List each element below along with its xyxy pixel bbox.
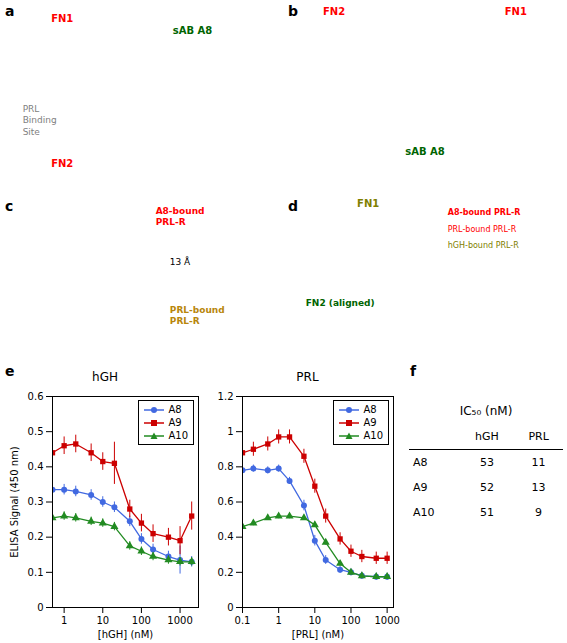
html-text:b: b <box>288 3 298 19</box>
html-text:A9: A9 <box>413 481 428 494</box>
html-text:A9: A9 <box>168 417 182 428</box>
html-text:hGH-bound PRL-R: hGH-bound PRL-R <box>447 241 519 251</box>
svg-text:0: 0 <box>37 602 43 613</box>
svg-text:0.5: 0.5 <box>28 426 44 437</box>
html-text:FN2: FN2 <box>323 5 346 17</box>
html-text:FN2: FN2 <box>51 157 74 169</box>
html-text:13: 13 <box>531 481 546 494</box>
svg-text:0.2: 0.2 <box>218 567 234 578</box>
svg-text:0.4: 0.4 <box>28 461 44 472</box>
svg-text:100: 100 <box>341 615 360 626</box>
html-text:51: 51 <box>480 506 494 519</box>
html-text:PRL-bound PRL-R: PRL-bound PRL-R <box>169 304 225 326</box>
html-text:A8-bound PRL-R: A8-bound PRL-R <box>447 208 521 218</box>
html-text:11: 11 <box>531 456 546 469</box>
html-text:FN2 (aligned): FN2 (aligned) <box>305 298 375 309</box>
svg-text:0.6: 0.6 <box>28 391 44 402</box>
html-text:9: 9 <box>535 506 543 519</box>
svg-text:1000: 1000 <box>374 615 399 626</box>
svg-text:1: 1 <box>275 615 281 626</box>
html-text:f: f <box>410 363 417 379</box>
html-text:A8-bound PRL-R: A8-bound PRL-R <box>155 205 205 227</box>
html-text:d: d <box>288 198 298 214</box>
svg-text:0.6: 0.6 <box>218 496 234 507</box>
svg-text:0.3: 0.3 <box>28 496 44 507</box>
html-text:A8: A8 <box>168 404 182 415</box>
html-text:PRL-bound PRL-R: PRL-bound PRL-R <box>447 224 517 234</box>
html-text:e: e <box>5 363 15 379</box>
svg-text:1: 1 <box>227 426 233 437</box>
html-text:FN1: FN1 <box>504 5 527 17</box>
html-text:hGH: hGH <box>92 370 118 384</box>
html-text:A8: A8 <box>363 404 377 415</box>
html-text:c: c <box>5 198 14 214</box>
html-text:sAB A8: sAB A8 <box>405 146 445 157</box>
html-text:A10: A10 <box>363 430 383 441</box>
html-text:FN1: FN1 <box>51 13 74 25</box>
html-text:PRL: PRL <box>296 370 319 384</box>
svg-text:[PRL] (nM): [PRL] (nM) <box>292 629 344 640</box>
svg-text:0.1: 0.1 <box>28 567 44 578</box>
svg-text:0.8: 0.8 <box>218 461 234 472</box>
html-text:A8: A8 <box>413 456 428 469</box>
html-text:52: 52 <box>480 481 494 494</box>
html-text:a: a <box>5 3 15 19</box>
svg-text:0.2: 0.2 <box>28 531 44 542</box>
html-text:IC₅₀ (nM): IC₅₀ (nM) <box>459 404 513 418</box>
svg-text:10: 10 <box>308 615 321 626</box>
html-text:A10: A10 <box>413 506 435 519</box>
svg-text:1000: 1000 <box>167 615 192 626</box>
svg-text:10: 10 <box>96 615 109 626</box>
svg-text:0.1: 0.1 <box>235 615 251 626</box>
html-text:PRL: PRL <box>528 430 549 443</box>
svg-text:100: 100 <box>132 615 151 626</box>
html-text:13 Å: 13 Å <box>169 256 191 267</box>
svg-text:0.4: 0.4 <box>218 531 234 542</box>
svg-text:1.2: 1.2 <box>218 391 234 402</box>
html-text:FN1: FN1 <box>357 198 380 210</box>
html-text:PRL Binding Site: PRL Binding Site <box>22 104 57 137</box>
html-text:sAB A8: sAB A8 <box>172 25 213 37</box>
svg-text:[hGH] (nM): [hGH] (nM) <box>98 629 153 640</box>
svg-text:1: 1 <box>61 615 67 626</box>
svg-text:ELISA Signal (450 nm): ELISA Signal (450 nm) <box>9 446 20 558</box>
html-text:A10: A10 <box>168 430 188 441</box>
html-text:53: 53 <box>480 456 494 469</box>
html-text:hGH: hGH <box>475 430 499 443</box>
svg-text:0: 0 <box>227 602 233 613</box>
html-text:A9: A9 <box>363 417 377 428</box>
